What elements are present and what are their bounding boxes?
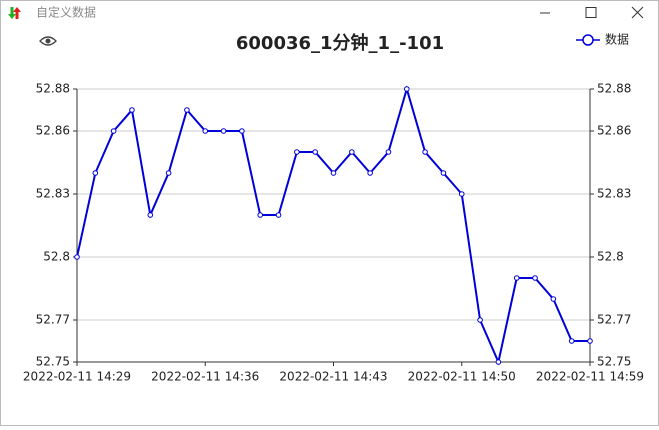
data-point <box>129 107 135 113</box>
x-tick-label: 2022-02-11 14:36 <box>151 370 259 384</box>
eye-icon[interactable] <box>39 36 57 46</box>
data-point <box>147 212 154 218</box>
data-point <box>220 128 227 134</box>
close-button[interactable] <box>631 6 644 19</box>
y2-tick-label: 52.83 <box>597 187 631 201</box>
data-point <box>587 338 593 344</box>
x-tick-label: 2022-02-11 14:43 <box>279 370 387 384</box>
data-point <box>440 170 447 176</box>
y2-tick-label: 52.8 <box>597 250 624 264</box>
data-point <box>184 107 190 113</box>
data-point <box>74 254 80 260</box>
app-icon <box>8 7 21 19</box>
window-title: 自定义数据 <box>36 5 96 20</box>
y-tick-label: 52.83 <box>36 187 70 201</box>
data-point <box>330 170 337 176</box>
y2-tick-label: 52.75 <box>597 355 631 369</box>
data-point <box>239 128 245 134</box>
y-tick-label: 52.8 <box>43 250 70 264</box>
y2-tick-label: 52.77 <box>597 313 631 327</box>
data-point <box>458 191 465 197</box>
x-tick-label: 2022-02-11 14:50 <box>408 370 516 384</box>
data-point <box>367 170 373 176</box>
y-tick-label: 52.75 <box>36 355 70 369</box>
y-tick-label: 52.77 <box>36 313 70 327</box>
data-point <box>550 296 557 302</box>
data-point <box>349 149 355 155</box>
chart-title: 600036_1分钟_1_-101 <box>236 32 444 54</box>
data-point <box>165 170 172 176</box>
x-tick-label: 2022-02-11 14:29 <box>23 370 131 384</box>
data-point <box>422 149 428 155</box>
x-tick-label: 2022-02-11 14:59 <box>536 370 644 384</box>
data-point <box>385 149 392 155</box>
legend-marker <box>582 34 594 46</box>
data-point <box>257 212 264 218</box>
data-point <box>294 149 300 155</box>
data-point <box>513 275 520 281</box>
legend-label: 数据 <box>605 32 629 47</box>
y2-tick-label: 52.88 <box>597 82 631 96</box>
data-point <box>532 275 538 281</box>
maximize-button[interactable] <box>585 7 597 18</box>
y2-tick-label: 52.86 <box>597 124 631 138</box>
data-point <box>110 128 117 134</box>
data-point <box>495 359 502 365</box>
data-point <box>568 338 575 344</box>
y-tick-label: 52.88 <box>36 82 70 96</box>
data-point <box>312 149 318 155</box>
data-point <box>275 212 282 218</box>
data-point <box>92 170 99 176</box>
y-tick-label: 52.86 <box>36 124 70 138</box>
data-point <box>403 86 410 92</box>
data-point <box>202 128 209 134</box>
data-point <box>477 317 483 323</box>
